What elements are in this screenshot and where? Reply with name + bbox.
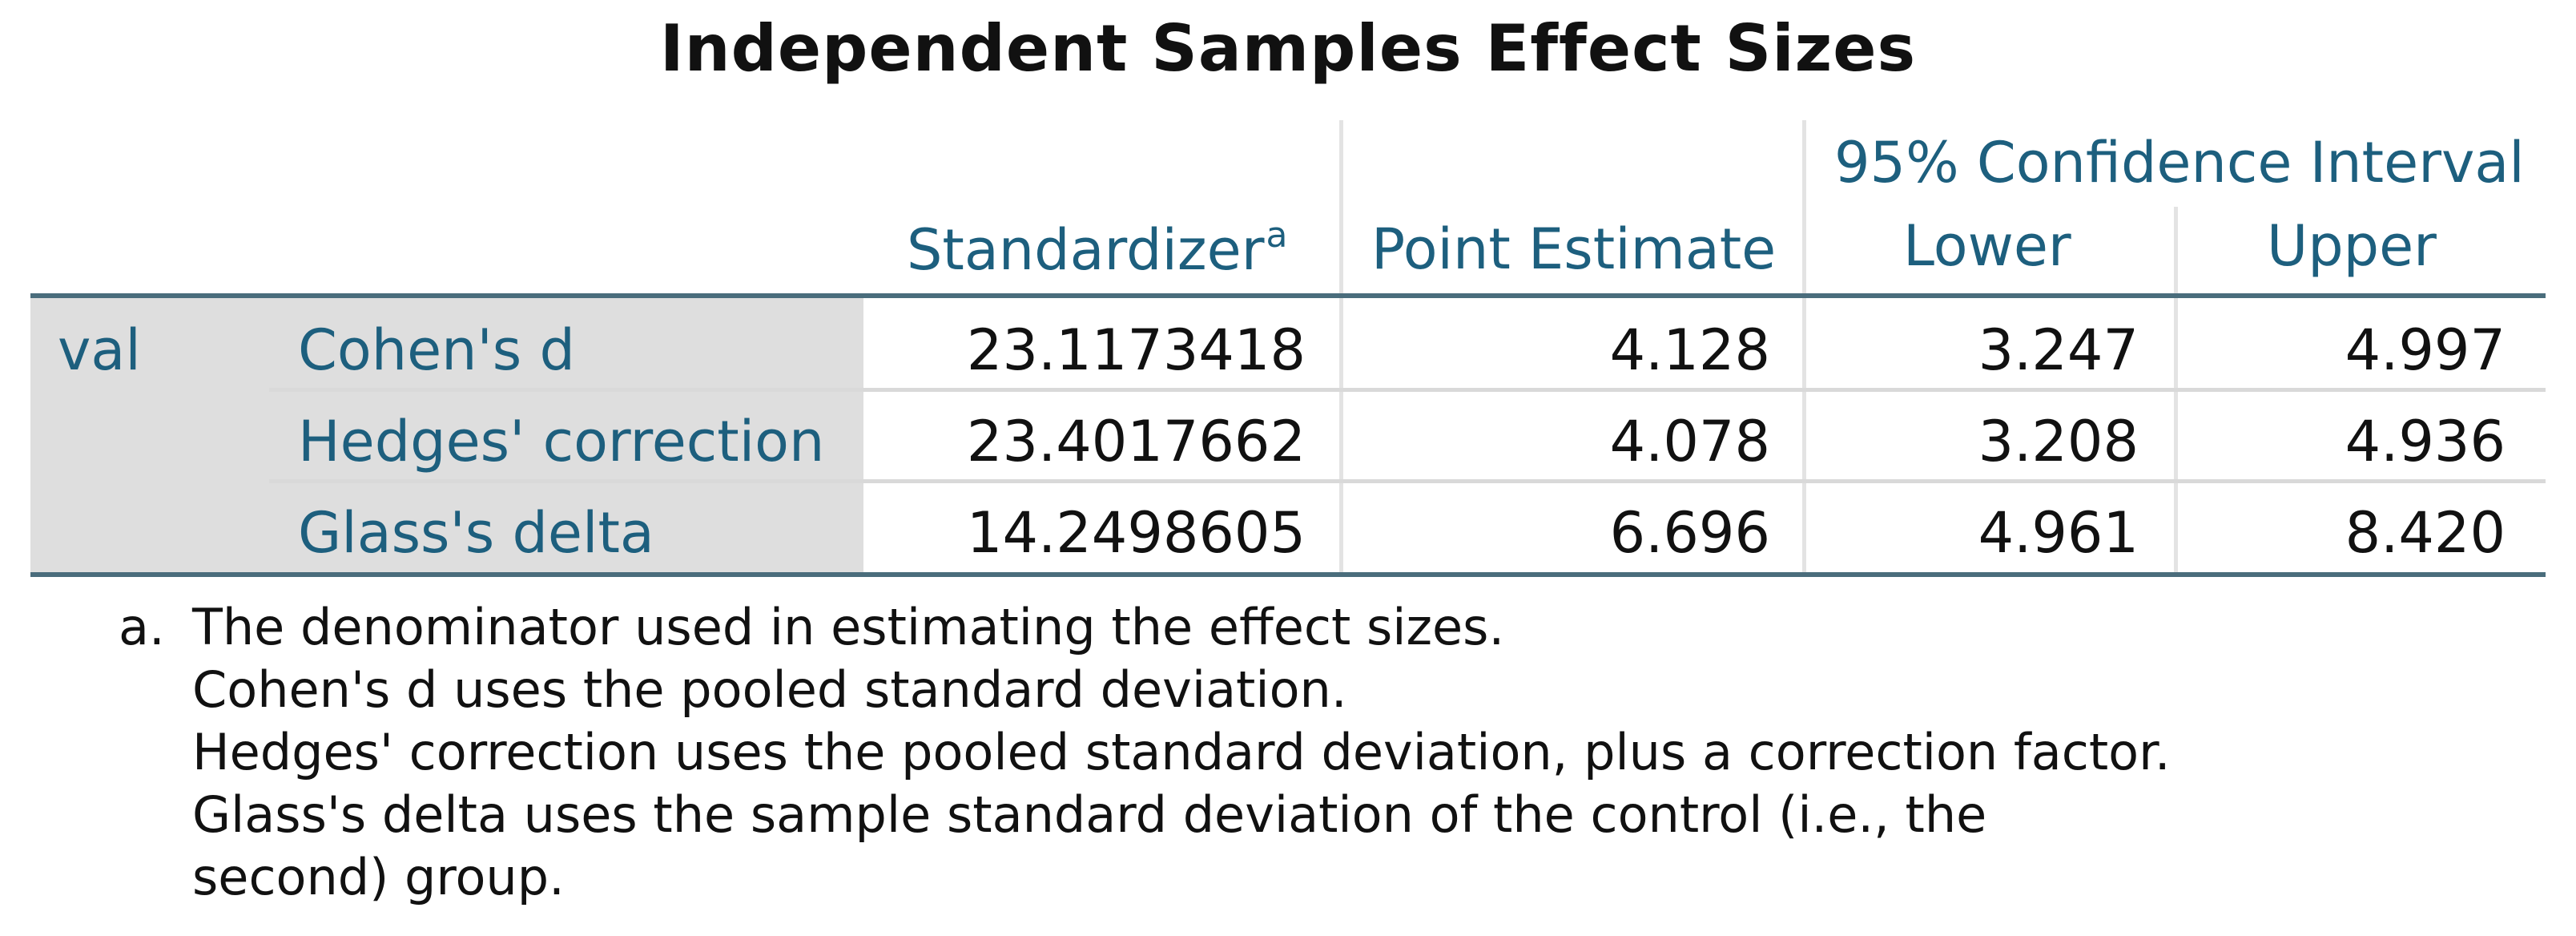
footnote-line: second) group. [192, 848, 565, 906]
row-separator-1 [269, 388, 2546, 392]
column-header-point-estimate: Point Estimate [1371, 216, 1777, 282]
variable-label: val [58, 317, 141, 383]
standardizer-label: Standardizer [907, 217, 1265, 283]
header-divider-ci [1802, 120, 1806, 298]
body-divider-lower-upper [2174, 298, 2178, 574]
row-separator-2 [269, 479, 2546, 483]
header-divider-point-estimate [1339, 120, 1343, 298]
footnote-marker: a. [119, 598, 165, 656]
cell-lower: 3.247 [1978, 317, 2139, 383]
cell-upper: 4.997 [2345, 317, 2506, 383]
table-top-rule [30, 293, 2546, 298]
footnote-line: Cohen's d uses the pooled standard devia… [192, 660, 1347, 719]
footnote-line: Glass's delta uses the sample standard d… [192, 785, 1987, 844]
footnote-line: Hedges' correction uses the pooled stand… [192, 723, 2171, 781]
cell-point-estimate: 4.128 [1609, 317, 1770, 383]
cell-standardizer: 23.4017662 [966, 409, 1306, 474]
row-label-glass-delta: Glass's delta [298, 500, 654, 566]
cell-standardizer: 23.1173418 [966, 317, 1306, 383]
body-divider-ci [1802, 298, 1806, 574]
column-header-ci-group: 95% Confidence Interval [1834, 130, 2525, 196]
row-label-cohens-d: Cohen's d [298, 317, 575, 383]
cell-point-estimate: 6.696 [1609, 500, 1770, 566]
header-divider-lower-upper [2174, 207, 2178, 298]
table-title: Independent Samples Effect Sizes [659, 11, 1917, 86]
cell-upper: 4.936 [2345, 409, 2506, 474]
column-header-upper: Upper [2267, 213, 2437, 279]
column-header-lower: Lower [1903, 213, 2071, 279]
cell-lower: 3.208 [1978, 409, 2139, 474]
row-header-panel [30, 298, 863, 574]
table-bottom-rule [30, 572, 2546, 577]
cell-lower: 4.961 [1978, 500, 2139, 566]
cell-point-estimate: 4.078 [1609, 409, 1770, 474]
cell-upper: 8.420 [2345, 500, 2506, 566]
cell-standardizer: 14.2498605 [966, 500, 1306, 566]
column-header-standardizer: Standardizera [907, 215, 1287, 283]
row-label-hedges-correction: Hedges' correction [298, 409, 825, 474]
footnote-line: The denominator used in estimating the e… [192, 598, 1505, 656]
standardizer-footnote-marker: a [1266, 215, 1288, 256]
body-divider-point-estimate [1339, 298, 1343, 574]
